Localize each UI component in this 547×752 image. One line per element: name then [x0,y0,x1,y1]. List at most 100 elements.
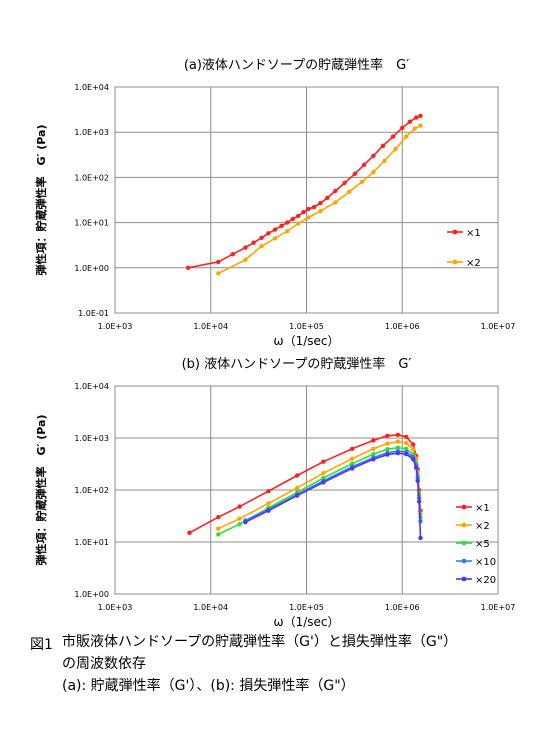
legend-item: ×1 [447,228,481,239]
legend-item: ×2 [456,521,490,532]
data-point [359,179,365,184]
data-point [371,153,376,158]
legend-label: ×1 [475,503,490,514]
data-point [266,501,271,506]
y-tick-label: 1.0E+02 [74,173,109,182]
y-tick-label: 1.0E+04 [74,382,109,391]
series-×20 [243,451,423,541]
chart-b: (b) 液体ハンドソープの貯蔵弾性率 G′ 1.0E+03 1.0E+04 1.0E+… [34,356,515,629]
data-point [395,445,401,450]
data-point [301,210,306,215]
legend-label: ×1 [466,228,481,239]
x-tick-label: 1.0E+05 [289,603,324,612]
data-point [385,441,390,446]
data-point [411,457,416,462]
chart-title: (b) 液体ハンドソープの貯蔵弾性率 G′ [182,356,412,372]
data-point [347,189,352,194]
data-point [371,438,376,443]
legend-swatch-marker [452,259,458,265]
data-point [295,485,300,490]
data-point [404,434,409,440]
data-point [404,446,409,451]
x-tick-label: 1.0E+05 [289,322,324,331]
data-point [414,465,419,470]
data-point [361,162,367,167]
data-point [279,223,284,228]
data-point [350,466,355,471]
data-point [266,231,271,236]
data-point [416,499,422,504]
data-point [259,244,264,249]
data-point [318,200,323,206]
data-point [243,245,248,250]
data-point [418,113,423,119]
data-point [251,240,256,245]
data-point [395,432,401,437]
legend-label: ×10 [475,557,496,568]
data-point [382,158,387,164]
data-point [333,188,338,194]
data-point [380,143,386,148]
data-point [321,459,326,464]
x-tick-label: 1.0E+07 [481,322,516,331]
legend-label: ×2 [475,521,490,532]
data-point [243,257,248,262]
data-point [230,252,235,257]
data-point [237,516,242,521]
series-×1 [185,113,423,270]
data-point [412,126,417,131]
data-point [296,213,301,219]
y-tick-label: 1.0E+00 [74,590,109,599]
chart-title: (a)液体ハンドソープの貯蔵弾性率 G′ [184,57,409,73]
legend-swatch-marker [461,558,467,564]
data-point [296,221,301,226]
figure-label: 図1 [30,637,53,653]
data-point [318,208,323,214]
data-point [187,530,192,535]
data-point [404,451,409,457]
data-point [333,200,338,205]
caption-line-2: の周波数依存 [62,656,146,672]
data-point [216,515,221,520]
data-point [385,433,390,438]
data-point [371,446,376,451]
legend-swatch-marker [461,576,467,582]
legend-item: ×10 [456,557,496,568]
legend-item: ×20 [456,575,496,586]
data-point [259,235,264,240]
data-point [237,522,242,527]
data-point [352,171,358,176]
data-point [411,442,416,447]
x-tick-label: 1.0E+04 [193,322,228,331]
y-axis-label: 弾性項：貯蔵弾性率 G′ (Pa) [34,414,48,565]
x-tick-label: 1.0E+03 [98,603,133,612]
data-point [371,451,376,457]
data-point [216,526,221,531]
data-point [418,123,423,128]
y-axis-label: 弾性項：貯蔵弾性率 G′ (Pa) [34,124,48,275]
data-point [415,478,420,483]
legend-swatch-marker [461,504,467,510]
data-point [311,204,317,210]
data-point [321,471,326,476]
data-point [404,440,409,446]
chart-a: (a)液体ハンドソープの貯蔵弾性率 G′ 1.0E+03 1.0E+04 1.0E+0… [34,57,515,348]
data-point [393,147,398,152]
y-tick-label: 1.0E+02 [74,486,109,495]
data-point [395,451,401,456]
data-point [350,456,355,461]
y-tick-label: 1.0E+03 [74,434,109,443]
data-point [414,115,419,120]
y-tick-label: 1.0E+03 [74,128,109,137]
x-axis-label: ω（1/sec） [274,334,340,348]
data-point [407,119,412,125]
data-point [272,236,278,241]
data-point [395,439,401,444]
caption-line-1: 市販液体ハンドソープの貯蔵弾性率（G'）と損失弾性率（G"） [62,634,458,650]
legend-item: ×1 [456,503,490,514]
legend-item: ×2 [447,258,481,269]
series-×2 [216,123,423,276]
data-point [390,134,396,139]
data-point [295,473,300,478]
y-tick-label: 1.0E+04 [74,83,109,92]
